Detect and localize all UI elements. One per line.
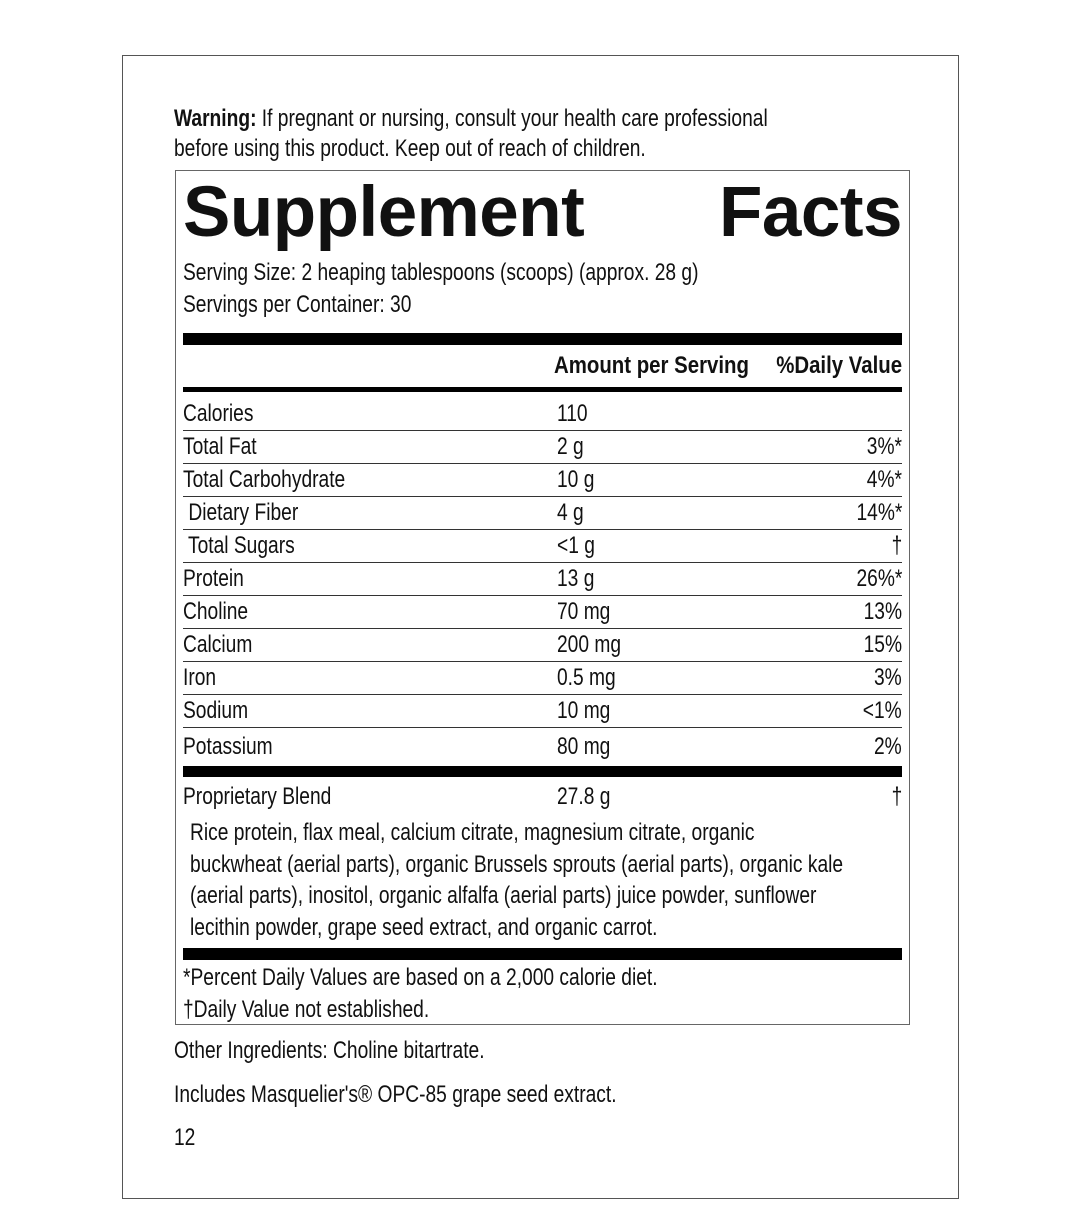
divider-bar xyxy=(183,333,902,345)
nutrient-dv: 4%* xyxy=(866,466,902,493)
nutrient-dv: <1% xyxy=(863,697,902,724)
nutrient-row: Total Carbohydrate 10 g 4%* xyxy=(183,464,902,497)
nutrient-name: Total Sugars xyxy=(183,532,295,559)
nutrient-dv: 2% xyxy=(874,733,902,760)
nutrient-amount: 10 mg xyxy=(557,697,611,724)
nutrient-name: Calcium xyxy=(183,631,253,658)
nutrient-dv: † xyxy=(891,532,902,559)
blend-row: Proprietary Blend 27.8 g † xyxy=(183,783,902,810)
nutrient-amount: 110 xyxy=(557,400,588,427)
nutrient-row: Total Fat 2 g 3%* xyxy=(183,431,902,464)
divider-bar xyxy=(183,766,902,777)
nutrient-row: Sodium 10 mg <1% xyxy=(183,695,902,728)
includes-note: Includes Masquelier's® OPC-85 grape seed… xyxy=(174,1081,617,1108)
footnote-dagger: †Daily Value not established. xyxy=(183,996,430,1023)
nutrient-dv: 26%* xyxy=(856,565,902,592)
nutrient-amount: 0.5 mg xyxy=(557,664,616,691)
divider-bar xyxy=(183,387,902,392)
nutrient-amount: 70 mg xyxy=(557,598,611,625)
nutrient-amount: 4 g xyxy=(557,499,584,526)
nutrient-row: Choline 70 mg 13% xyxy=(183,596,902,629)
page-number: 12 xyxy=(174,1124,196,1151)
nutrient-row: Potassium 80 mg 2% xyxy=(183,728,902,766)
nutrient-amount: 10 g xyxy=(557,466,595,493)
nutrient-amount: 200 mg xyxy=(557,631,622,658)
nutrient-name: Sodium xyxy=(183,697,249,724)
nutrient-amount: 2 g xyxy=(557,433,584,460)
nutrient-name: Total Carbohydrate xyxy=(183,466,346,493)
nutrient-row: Calories 110 xyxy=(183,398,902,431)
nutrient-row: Protein 13 g 26%* xyxy=(183,563,902,596)
nutrient-name: Calories xyxy=(183,400,254,427)
warning-text-2: before using this product. Keep out of r… xyxy=(174,135,646,162)
nutrient-dv: 15% xyxy=(863,631,902,658)
nutrient-dv: 14%* xyxy=(856,499,902,526)
nutrient-amount: 13 g xyxy=(557,565,595,592)
nutrient-name: Potassium xyxy=(183,733,273,760)
nutrient-dv xyxy=(757,400,902,428)
nutrient-name: Dietary Fiber xyxy=(183,499,299,526)
column-header: Amount per Serving %Daily Value xyxy=(553,352,902,379)
nutrient-amount: 80 mg xyxy=(557,733,611,760)
nutrient-table: Calories 110 Total Fat 2 g 3%* Total Carbohyd… xyxy=(183,398,902,766)
nutrient-name: Choline xyxy=(183,598,249,625)
nutrient-name: Protein xyxy=(183,565,244,592)
nutrient-dv: 13% xyxy=(863,598,902,625)
footnote-dv: *Percent Daily Values are based on a 2,0… xyxy=(183,964,658,991)
nutrient-row: Dietary Fiber 4 g 14%* xyxy=(183,497,902,530)
nutrient-name: Iron xyxy=(183,664,217,691)
nutrient-name: Total Fat xyxy=(183,433,257,460)
divider-bar xyxy=(183,948,902,960)
nutrient-row: Total Sugars <1 g † xyxy=(183,530,902,563)
nutrient-dv: 3%* xyxy=(866,433,902,460)
nutrient-row: Iron 0.5 mg 3% xyxy=(183,662,902,695)
nutrient-dv: 3% xyxy=(874,664,902,691)
warning-text: Warning: If pregnant or nursing, consult… xyxy=(174,105,768,132)
nutrient-amount: <1 g xyxy=(557,532,595,559)
page-border xyxy=(122,55,959,1199)
nutrient-row: Calcium 200 mg 15% xyxy=(183,629,902,662)
serving-size: Serving Size: 2 heaping tablespoons (sco… xyxy=(183,259,699,286)
servings-per-container: Servings per Container: 30 xyxy=(183,291,412,318)
blend-ingredients: Rice protein, flax meal, calcium citrate… xyxy=(190,819,844,941)
supplement-facts-panel: Supplement Facts Serving Size: 2 heaping … xyxy=(175,170,910,1025)
panel-title: Supplement Facts xyxy=(183,173,902,252)
other-ingredients: Other Ingredients: Choline bitartrate. xyxy=(174,1037,485,1064)
